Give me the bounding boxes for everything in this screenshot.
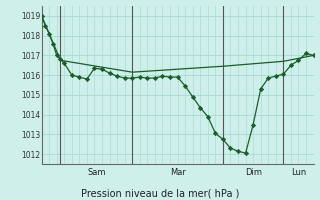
Text: Sam: Sam [87,168,106,177]
Text: Mar: Mar [170,168,186,177]
Text: Lun: Lun [291,168,306,177]
Text: Dim: Dim [245,168,262,177]
Text: Pression niveau de la mer( hPa ): Pression niveau de la mer( hPa ) [81,188,239,198]
